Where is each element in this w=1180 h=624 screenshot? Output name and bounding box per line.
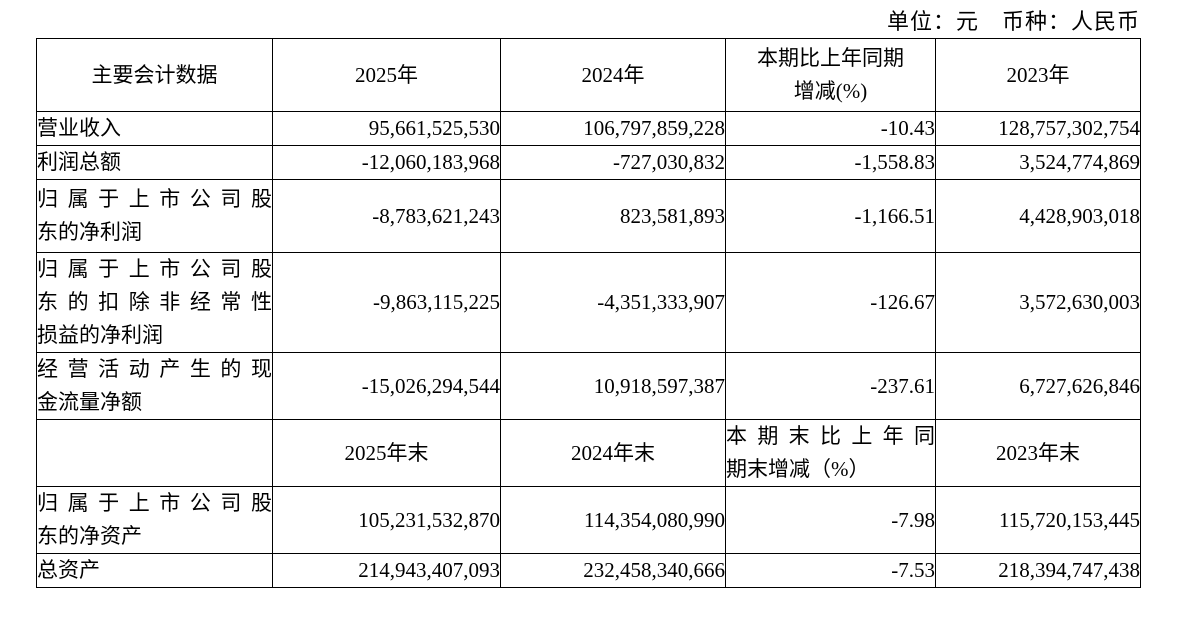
table-row-total-profit: 利润总额 -12,060,183,968 -727,030,832 -1,558… xyxy=(36,145,1141,180)
cell-2023-value: 3,572,630,003 xyxy=(935,252,1141,353)
cell-2025-value: -12,060,183,968 xyxy=(272,145,501,180)
cell-2025-value: 214,943,407,093 xyxy=(272,553,501,588)
cell-2024-value: 106,797,859,228 xyxy=(500,111,726,146)
eop-header-row: 2025年末 2024年末 本期末比上年同 期末增减（%） 2023年末 xyxy=(36,419,1141,487)
cell-metric-label: 经营活动产生的现 金流量净额 xyxy=(36,352,273,420)
cell-2024-value: -4,351,333,907 xyxy=(500,252,726,353)
table-row-total-assets: 总资产 214,943,407,093 232,458,340,666 -7.5… xyxy=(36,553,1141,588)
cell-2023-value: 3,524,774,869 xyxy=(935,145,1141,180)
cell-change-value: -1,558.83 xyxy=(725,145,936,180)
cell-change-value: -7.98 xyxy=(725,486,936,554)
header-2024: 2024年 xyxy=(500,38,726,112)
cell-metric-label: 营业收入 xyxy=(36,111,273,146)
header-2025: 2025年 xyxy=(272,38,501,112)
cell-change-value: -126.67 xyxy=(725,252,936,353)
cell-metric-label: 总资产 xyxy=(36,553,273,588)
table-row-revenue: 营业收入 95,661,525,530 106,797,859,228 -10.… xyxy=(36,111,1141,146)
header-2025-eop: 2025年末 xyxy=(272,419,501,487)
cell-2025-value: -15,026,294,544 xyxy=(272,352,501,420)
table-row-net-profit-excl-nonrecurring: 归属于上市公司股 东的扣除非经常性 损益的净利润 -9,863,115,225 -4… xyxy=(36,252,1141,353)
cell-change-value: -1,166.51 xyxy=(725,179,936,253)
unit-currency-caption: 单位：元 币种：人民币 xyxy=(886,9,1140,34)
table-row-operating-cash-flow: 经营活动产生的现 金流量净额 -15,026,294,544 10,918,597… xyxy=(36,352,1141,420)
header-eop-change-pct: 本期末比上年同 期末增减（%） xyxy=(725,419,936,487)
cell-2023-value: 4,428,903,018 xyxy=(935,179,1141,253)
cell-2024-value: 114,354,080,990 xyxy=(500,486,726,554)
table-row-net-assets: 归属于上市公司股 东的净资产 105,231,532,870 114,354,08… xyxy=(36,486,1141,554)
cell-metric-label: 归属于上市公司股 东的净资产 xyxy=(36,486,273,554)
cell-metric-label: 利润总额 xyxy=(36,145,273,180)
header-2023: 2023年 xyxy=(935,38,1141,112)
cell-2024-value: 823,581,893 xyxy=(500,179,726,253)
header-eop-blank xyxy=(36,419,273,487)
cell-2023-value: 218,394,747,438 xyxy=(935,553,1141,588)
cell-2023-value: 128,757,302,754 xyxy=(935,111,1141,146)
cell-2025-value: 95,661,525,530 xyxy=(272,111,501,146)
table-row-net-profit: 归属于上市公司股 东的净利润 -8,783,621,243 823,581,893… xyxy=(36,179,1141,253)
key-accounting-data-table: 主要会计数据 2025年 2024年 本期比上年同期 增减(%) 2023年 营… xyxy=(36,38,1141,588)
cell-metric-label: 归属于上市公司股 东的净利润 xyxy=(36,179,273,253)
header-2023-eop: 2023年末 xyxy=(935,419,1141,487)
cell-change-value: -237.61 xyxy=(725,352,936,420)
cell-2025-value: 105,231,532,870 xyxy=(272,486,501,554)
cell-change-value: -7.53 xyxy=(725,553,936,588)
cell-2024-value: -727,030,832 xyxy=(500,145,726,180)
cell-change-value: -10.43 xyxy=(725,111,936,146)
cell-2024-value: 232,458,340,666 xyxy=(500,553,726,588)
cell-2025-value: -8,783,621,243 xyxy=(272,179,501,253)
header-2024-eop: 2024年末 xyxy=(500,419,726,487)
annual-header-row: 主要会计数据 2025年 2024年 本期比上年同期 增减(%) 2023年 xyxy=(36,38,1141,112)
header-change-pct: 本期比上年同期 增减(%) xyxy=(725,38,936,112)
cell-2023-value: 115,720,153,445 xyxy=(935,486,1141,554)
cell-metric-label: 归属于上市公司股 东的扣除非经常性 损益的净利润 xyxy=(36,252,273,353)
cell-2023-value: 6,727,626,846 xyxy=(935,352,1141,420)
cell-2025-value: -9,863,115,225 xyxy=(272,252,501,353)
header-metric: 主要会计数据 xyxy=(36,38,273,112)
cell-2024-value: 10,918,597,387 xyxy=(500,352,726,420)
